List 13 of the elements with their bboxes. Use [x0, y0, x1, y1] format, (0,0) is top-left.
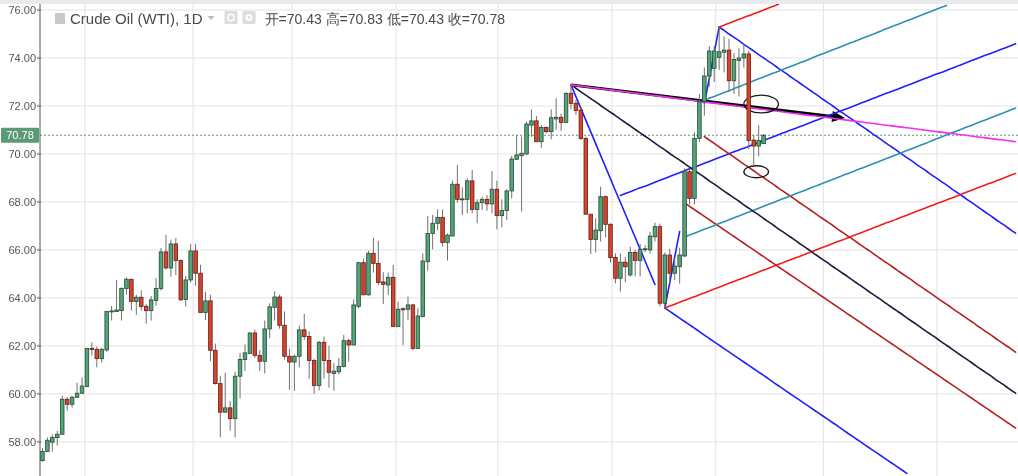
y-tick-label: 66.00 [8, 243, 36, 256]
y-tick-label: 58.00 [8, 435, 36, 448]
ref-line-label: 70.78 [6, 129, 34, 142]
y-tick-label: 68.00 [8, 195, 36, 208]
y-tick-label: 62.00 [8, 339, 36, 352]
y-tick-label: 76.00 [8, 4, 36, 16]
text: 开=70.43 高=70.83 低=70.43 收=70.78 [264, 11, 506, 27]
chart-title: Crude Oil (WTI), 1D [70, 10, 203, 27]
y-tick-label: 70.00 [8, 147, 36, 160]
y-tick-label: 72.00 [8, 99, 36, 112]
y-tick-label: 60.00 [8, 387, 36, 400]
y-tick-label: 64.00 [8, 291, 36, 304]
y-tick-label: 74.00 [8, 51, 36, 64]
